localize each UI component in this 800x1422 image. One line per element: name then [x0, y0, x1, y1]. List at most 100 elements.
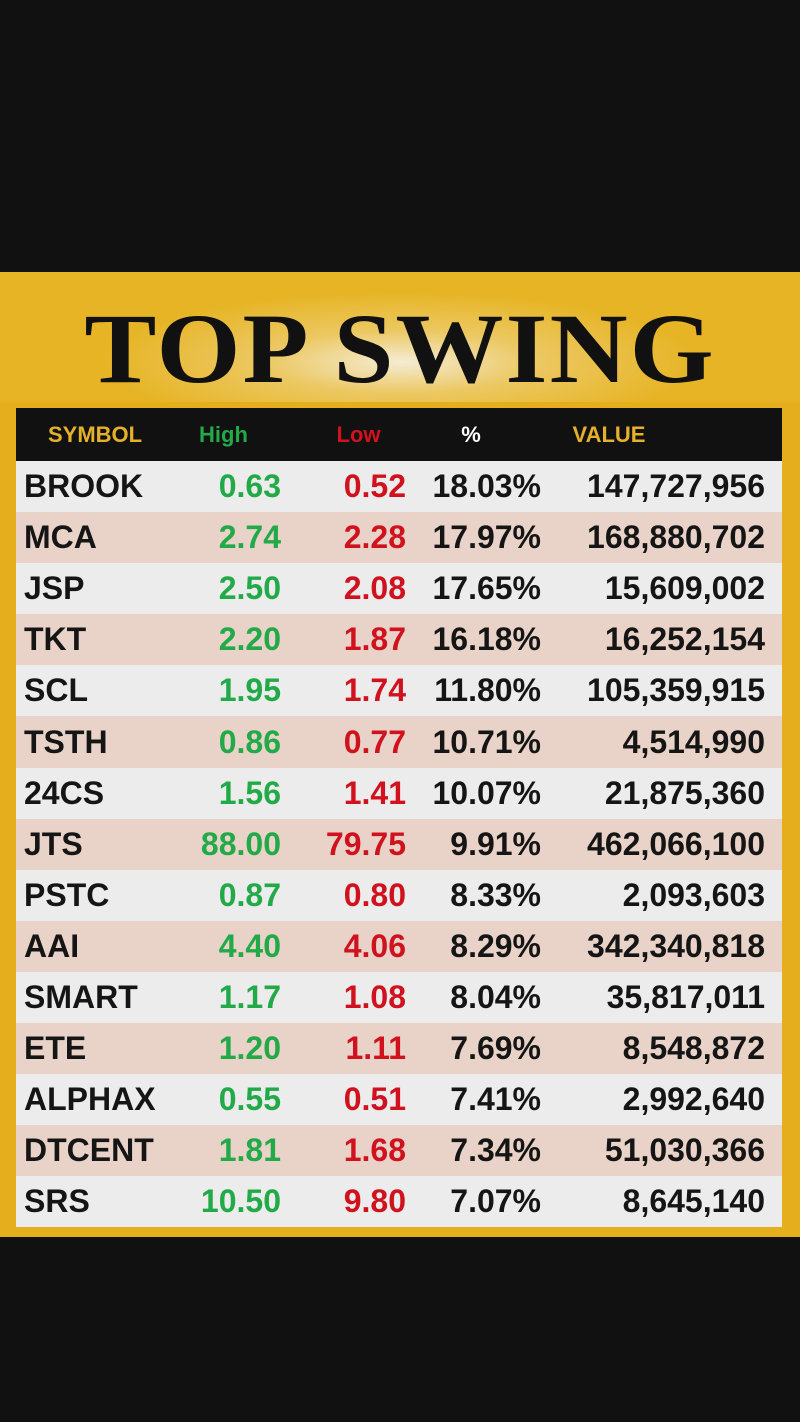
- cell-high: 2.74: [218, 519, 281, 556]
- cell-low: 2.08: [343, 570, 406, 607]
- cell-high: 88.00: [200, 825, 281, 862]
- cell-low: 1.74: [343, 672, 406, 709]
- top-swing-table: SYMBOL High Low % VALUE BROOK 0.63 0.52 …: [16, 408, 782, 1228]
- cell-value: 2,992,640: [622, 1081, 765, 1118]
- table-header: SYMBOL High Low % VALUE: [16, 408, 782, 461]
- cell-value: 147,727,956: [587, 468, 765, 505]
- header-high: High: [199, 421, 248, 447]
- cell-low: 1.11: [345, 1030, 406, 1067]
- cell-symbol: TKT: [24, 621, 87, 658]
- cell-low: 4.06: [343, 927, 406, 964]
- cell-high: 0.86: [218, 723, 281, 760]
- table-row: SCL 1.95 1.74 11.80% 105,359,915: [16, 665, 782, 717]
- cell-low: 1.08: [343, 978, 406, 1015]
- cell-symbol: AAI: [24, 927, 80, 964]
- cell-symbol: SRS: [24, 1183, 90, 1220]
- cell-high: 2.50: [218, 570, 281, 607]
- cell-percent: 16.18%: [432, 621, 541, 658]
- cell-value: 4,514,990: [622, 723, 765, 760]
- cell-symbol: TSTH: [24, 723, 108, 760]
- cell-value: 168,880,702: [587, 519, 765, 556]
- cell-low: 9.80: [343, 1183, 406, 1220]
- cell-low: 0.52: [343, 468, 406, 505]
- cell-symbol: SCL: [24, 672, 88, 709]
- cell-symbol: JSP: [24, 570, 85, 607]
- cell-value: 2,093,603: [622, 876, 765, 913]
- cell-value: 35,817,011: [606, 978, 765, 1015]
- table-row: JTS 88.00 79.75 9.91% 462,066,100: [16, 818, 782, 870]
- cell-percent: 10.71%: [432, 723, 541, 760]
- cell-percent: 11.80%: [434, 672, 541, 709]
- table-row: SRS 10.50 9.80 7.07% 8,645,140: [16, 1176, 782, 1228]
- table-row: ETE 1.20 1.11 7.69% 8,548,872: [16, 1023, 782, 1075]
- cell-low: 0.51: [343, 1081, 406, 1118]
- cell-percent: 8.29%: [450, 927, 541, 964]
- cell-percent: 7.07%: [450, 1183, 541, 1220]
- cell-percent: 7.41%: [450, 1081, 541, 1118]
- page-title: TOP SWING: [84, 294, 716, 405]
- cell-high: 1.17: [218, 978, 281, 1015]
- table-row: JSP 2.50 2.08 17.65% 15,609,002: [16, 563, 782, 615]
- cell-symbol: DTCENT: [24, 1132, 154, 1169]
- cell-percent: 17.65%: [432, 570, 541, 607]
- cell-value: 462,066,100: [587, 825, 765, 862]
- cell-high: 10.50: [200, 1183, 281, 1220]
- table-row: TSTH 0.86 0.77 10.71% 4,514,990: [16, 716, 782, 768]
- cell-symbol: 24CS: [24, 774, 105, 811]
- cell-percent: 7.69%: [450, 1030, 541, 1067]
- top-swing-panel: TOP SWING SYMBOL High Low % VALUE BROOK …: [0, 272, 800, 1237]
- cell-low: 1.68: [343, 1132, 406, 1169]
- cell-low: 1.41: [343, 774, 406, 811]
- cell-value: 342,340,818: [587, 927, 765, 964]
- cell-value: 15,609,002: [604, 570, 765, 607]
- cell-percent: 10.07%: [432, 774, 541, 811]
- cell-percent: 7.34%: [450, 1132, 541, 1169]
- cell-low: 2.28: [343, 519, 406, 556]
- cell-percent: 17.97%: [432, 519, 541, 556]
- header-low: Low: [336, 421, 381, 447]
- cell-percent: 18.03%: [432, 468, 541, 505]
- cell-high: 1.56: [218, 774, 281, 811]
- table-row: AAI 4.40 4.06 8.29% 342,340,818: [16, 920, 782, 972]
- cell-low: 1.87: [343, 621, 406, 658]
- cell-high: 2.20: [218, 621, 281, 658]
- table-row: PSTC 0.87 0.80 8.33% 2,093,603: [16, 869, 782, 921]
- cell-symbol: ALPHAX: [24, 1081, 156, 1118]
- cell-value: 8,548,872: [622, 1030, 765, 1067]
- cell-value: 105,359,915: [587, 672, 765, 709]
- cell-high: 0.55: [218, 1081, 281, 1118]
- cell-symbol: MCA: [24, 519, 97, 556]
- cell-percent: 9.91%: [450, 825, 541, 862]
- cell-value: 16,252,154: [604, 621, 765, 658]
- cell-high: 1.95: [218, 672, 281, 709]
- cell-percent: 8.33%: [450, 876, 541, 913]
- cell-value: 21,875,360: [604, 774, 765, 811]
- header-value: VALUE: [572, 421, 646, 447]
- table-row: MCA 2.74 2.28 17.97% 168,880,702: [16, 512, 782, 564]
- cell-low: 0.77: [343, 723, 406, 760]
- cell-symbol: ETE: [24, 1030, 87, 1067]
- cell-high: 1.81: [218, 1132, 281, 1169]
- cell-high: 1.20: [218, 1030, 281, 1067]
- cell-low: 79.75: [325, 825, 406, 862]
- cell-symbol: BROOK: [24, 468, 144, 505]
- table-row: 24CS 1.56 1.41 10.07% 21,875,360: [16, 767, 782, 819]
- cell-high: 0.63: [218, 468, 281, 505]
- cell-symbol: JTS: [24, 825, 83, 862]
- table-row: ALPHAX 0.55 0.51 7.41% 2,992,640: [16, 1074, 782, 1126]
- table-row: DTCENT 1.81 1.68 7.34% 51,030,366: [16, 1125, 782, 1177]
- cell-low: 0.80: [343, 876, 406, 913]
- cell-high: 0.87: [218, 876, 281, 913]
- cell-symbol: PSTC: [24, 876, 110, 913]
- header-symbol: SYMBOL: [48, 421, 143, 447]
- table-row: SMART 1.17 1.08 8.04% 35,817,011: [16, 971, 782, 1024]
- header-percent: %: [461, 421, 481, 447]
- table-row: BROOK 0.63 0.52 18.03% 147,727,956: [16, 461, 782, 513]
- cell-value: 51,030,366: [604, 1132, 765, 1169]
- table-body: BROOK 0.63 0.52 18.03% 147,727,956 MCA 2…: [16, 461, 782, 1228]
- cell-symbol: SMART: [24, 978, 138, 1015]
- cell-high: 4.40: [218, 927, 281, 964]
- table-row: TKT 2.20 1.87 16.18% 16,252,154: [16, 614, 782, 666]
- cell-percent: 8.04%: [450, 978, 541, 1015]
- cell-value: 8,645,140: [622, 1183, 765, 1220]
